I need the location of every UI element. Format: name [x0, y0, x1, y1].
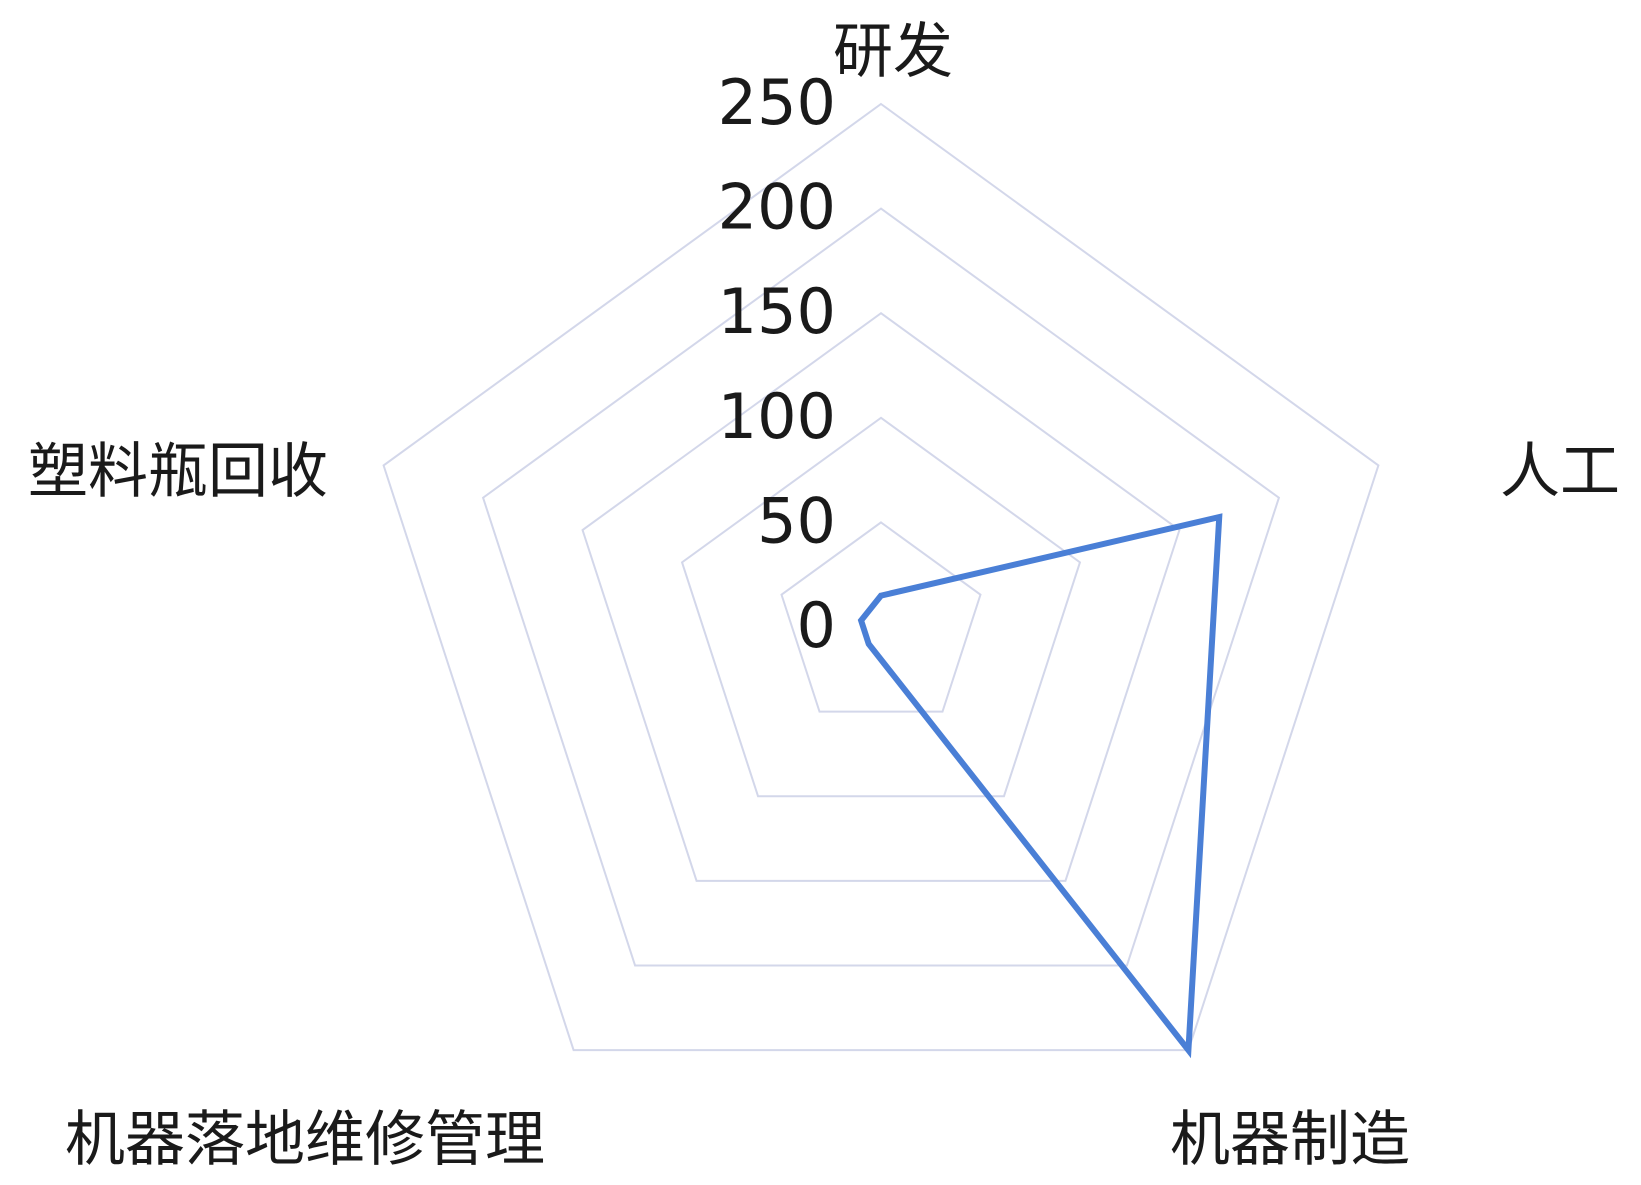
grid-ring-50	[780, 521, 982, 713]
tick-label-150: 150	[718, 275, 836, 348]
tick-label-100: 100	[718, 380, 836, 453]
tick-label-0: 0	[797, 589, 836, 662]
tick-label-250: 250	[718, 66, 836, 139]
tick-label-50: 50	[757, 484, 836, 557]
grid-ring-100	[680, 416, 1082, 798]
axis-label-1: 人工	[1500, 437, 1620, 507]
axis-label-2: 机器制造	[1170, 1105, 1410, 1175]
radar-tick-labels: 0 50 100 150 200 250	[718, 66, 836, 662]
radar-series	[857, 513, 1223, 1059]
series-line-0	[857, 513, 1223, 1059]
axis-label-3: 机器落地维修管理	[65, 1105, 545, 1175]
grid-ring-250	[382, 102, 1380, 1052]
radar-grid	[382, 102, 1380, 1052]
grid-ring-150	[581, 311, 1181, 882]
tick-label-200: 200	[718, 171, 836, 244]
axis-label-0: 研发	[833, 17, 953, 87]
grid-ring-200	[481, 207, 1281, 967]
axis-label-4: 塑料瓶回收	[28, 437, 328, 507]
